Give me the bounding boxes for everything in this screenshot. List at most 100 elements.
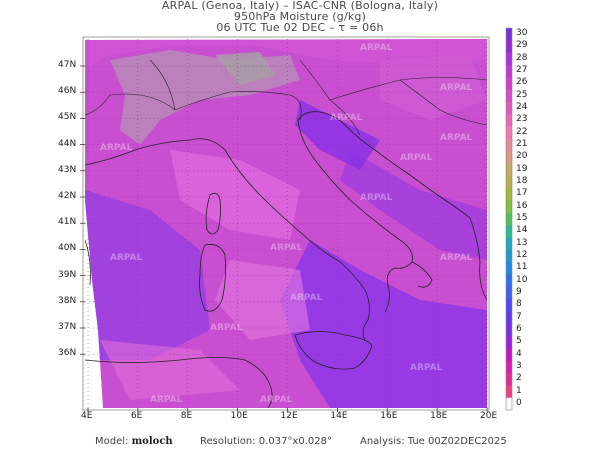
- colorbar-label: 10: [516, 274, 528, 285]
- watermark-text: ARPAL: [260, 395, 293, 405]
- colorbar-swatch: [506, 299, 512, 312]
- colorbar-label: 21: [516, 139, 528, 150]
- colorbar-swatch: [506, 64, 512, 78]
- colorbar-label: 11: [516, 262, 528, 273]
- footer-model: Model: moloch: [95, 436, 173, 447]
- header-variable: 950hPa Moisture (g/kg): [233, 10, 367, 23]
- lat-tick-label: 42N: [58, 191, 77, 201]
- footer-resolution: Resolution: 0.037°x0.028°: [200, 436, 332, 447]
- colorbar-label: 23: [516, 114, 528, 125]
- colorbar-label: 3: [516, 360, 522, 371]
- lon-tick-label: 6E: [130, 411, 143, 421]
- colorbar-swatch: [506, 126, 512, 140]
- colorbar-swatch: [506, 336, 512, 349]
- lon-tick-label: 10E: [230, 411, 248, 421]
- colorbar-label: 22: [516, 126, 528, 137]
- colorbar-swatch: [506, 348, 512, 362]
- colorbar-swatch: [506, 89, 512, 103]
- colorbar-swatch: [506, 397, 512, 411]
- lat-tick-label: 44N: [58, 138, 77, 149]
- colorbar-label: 0: [516, 397, 522, 408]
- header-institutions: ARPAL (Genoa, Italy) – ISAC-CNR (Bologna…: [161, 0, 439, 12]
- colorbar-label: 28: [516, 52, 528, 63]
- colorbar-swatch: [506, 114, 512, 128]
- colorbar-swatch: [506, 212, 512, 226]
- colorbar-label: 27: [516, 65, 528, 76]
- colorbar-swatch: [506, 373, 512, 386]
- colorbar-label: 9: [516, 286, 522, 297]
- lat-tick-label: 40N: [58, 243, 77, 254]
- colorbar-swatch: [506, 360, 512, 374]
- colorbar-swatch: [506, 311, 512, 325]
- colorbar-label: 13: [516, 237, 528, 248]
- colorbar-swatch: [506, 151, 512, 165]
- colorbar: [505, 27, 513, 411]
- colorbar-label: 6: [516, 323, 522, 334]
- lon-tick-label: 14E: [330, 411, 348, 421]
- colorbar-label: 7: [516, 311, 522, 322]
- colorbar-swatch: [506, 262, 512, 275]
- colorbar-swatch: [506, 188, 512, 202]
- colorbar-swatch: [506, 163, 512, 177]
- colorbar-swatch: [506, 286, 512, 300]
- lon-tick-label: 8E: [180, 411, 193, 421]
- colorbar-swatch: [506, 200, 512, 214]
- colorbar-swatch: [506, 385, 512, 399]
- watermark-text: ARPAL: [400, 153, 433, 163]
- lat-tick-label: 47N: [58, 60, 77, 70]
- lon-tick-label: 20E: [480, 411, 498, 421]
- colorbar-swatch: [506, 249, 512, 263]
- colorbar-swatch: [506, 237, 512, 251]
- watermark-text: ARPAL: [440, 253, 473, 263]
- colorbar-swatch: [506, 138, 512, 152]
- colorbar-label: 24: [516, 102, 528, 113]
- colorbar-frame: [505, 27, 513, 411]
- watermark-text: ARPAL: [410, 363, 443, 373]
- watermark-text: ARPAL: [290, 293, 323, 303]
- footer-analysis: Analysis: Tue 00Z02DEC2025: [360, 436, 507, 447]
- colorbar-label: 15: [516, 213, 528, 223]
- lat-tick-label: 39N: [58, 269, 77, 280]
- coastlines: [85, 59, 487, 408]
- watermark-text: ARPAL: [440, 83, 473, 93]
- colorbar-label: 14: [516, 225, 528, 236]
- watermark-text: ARPAL: [210, 323, 243, 333]
- lon-tick-label: 16E: [380, 411, 398, 421]
- colorbar-label: 8: [516, 299, 522, 310]
- lon-tick-label: 18E: [430, 411, 448, 421]
- lat-tick-label: 36N: [58, 348, 77, 359]
- watermark-text: ARPAL: [330, 113, 363, 123]
- moisture-field: [85, 39, 487, 408]
- lat-tick-label: 46N: [58, 86, 77, 97]
- colorbar-label: 16: [516, 200, 528, 211]
- watermark-text: ARPAL: [110, 253, 143, 263]
- lon-tick-label: 4E: [81, 411, 93, 421]
- colorbar-swatch: [506, 28, 512, 41]
- watermark-text: ARPAL: [270, 243, 303, 253]
- watermark-text: ARPAL: [100, 143, 133, 153]
- colorbar-swatch: [506, 274, 512, 288]
- colorbar-label: 26: [516, 77, 528, 88]
- lat-tick-label: 43N: [58, 164, 77, 175]
- colorbar-swatch: [506, 52, 512, 66]
- colorbar-label: 12: [516, 249, 528, 260]
- colorbar-label: 4: [516, 348, 522, 359]
- watermark-text: ARPAL: [360, 193, 393, 203]
- colorbar-label: 19: [516, 163, 528, 174]
- lat-tick-label: 45N: [58, 112, 77, 123]
- colorbar-swatch: [506, 175, 512, 189]
- colorbar-swatch: [506, 101, 512, 115]
- colorbar-label: 17: [516, 188, 528, 199]
- header-valid-time: 06 UTC Tue 02 DEC – τ = 06h: [216, 21, 384, 34]
- watermarks: ARPAL ARPAL ARPAL ARPAL ARPAL ARPAL ARPAL ARPAL…: [100, 43, 473, 405]
- colorbar-label: 2: [516, 373, 522, 384]
- colorbar-label: 1: [516, 385, 522, 396]
- lat-tick-label: 41N: [58, 217, 77, 228]
- lat-tick-label: 37N: [58, 322, 77, 332]
- graticule: [85, 39, 488, 408]
- colorbar-label: 20: [516, 151, 528, 162]
- watermark-text: ARPAL: [150, 395, 183, 405]
- colorbar-label: 30: [516, 28, 528, 39]
- watermark-text: ARPAL: [360, 43, 393, 53]
